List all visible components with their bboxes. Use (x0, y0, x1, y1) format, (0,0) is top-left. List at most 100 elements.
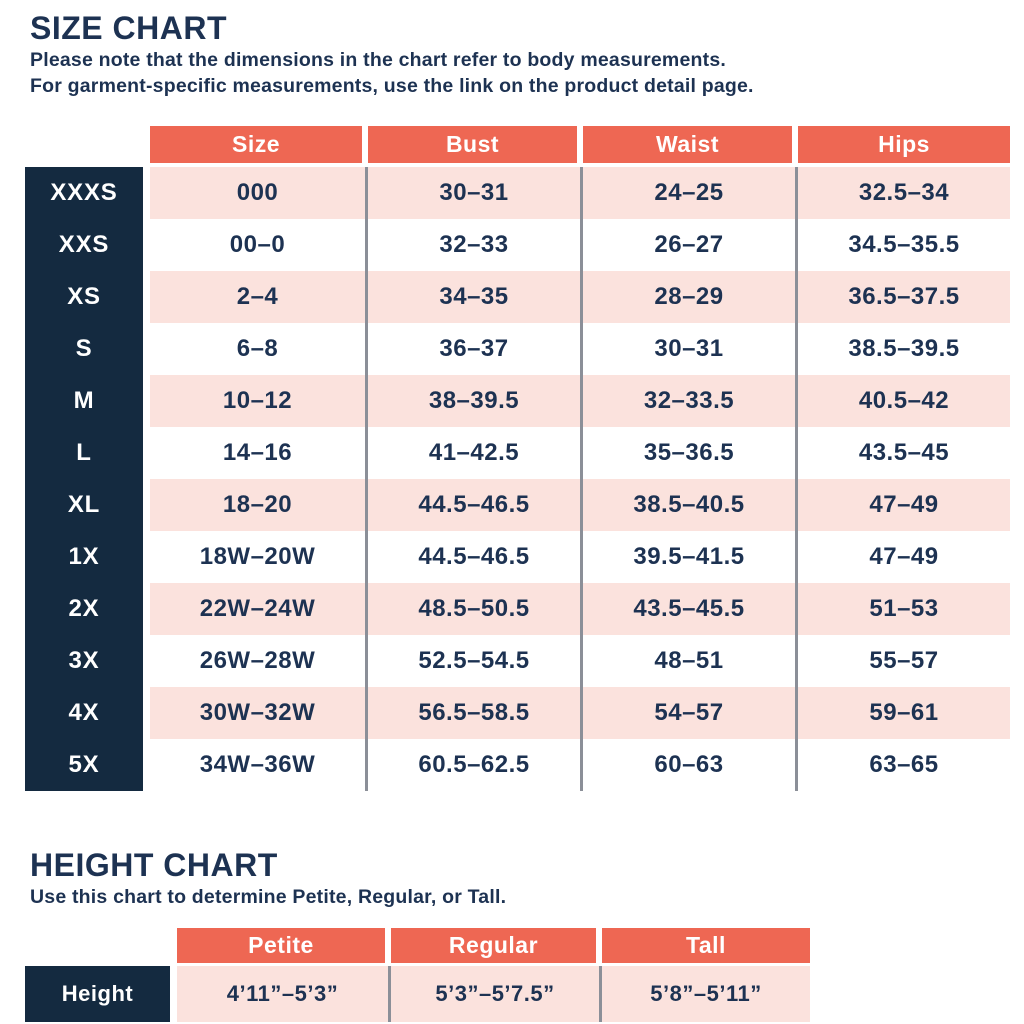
table-cell: 63–65 (795, 738, 1010, 791)
size-chart-rows: XXXS 000 30–31 24–25 32.5–34 XXS 00–0 32–33 26–2… (25, 166, 1010, 791)
row-label: XXXS (25, 166, 143, 219)
column-header-hips: Hips (798, 125, 1010, 163)
table-cell: 00–0 (150, 218, 365, 271)
table-cell: 32.5–34 (795, 166, 1010, 219)
table-row: M 10–12 38–39.5 32–33.5 40.5–42 (25, 374, 1010, 427)
table-row: L 14–16 41–42.5 35–36.5 43.5–45 (25, 426, 1010, 479)
table-cell: 26W–28W (150, 634, 365, 687)
table-cell: 30–31 (365, 166, 580, 219)
table-cell: 44.5–46.5 (365, 530, 580, 583)
column-gap (143, 635, 150, 687)
row-label: 2X (25, 582, 143, 635)
row-label: 5X (25, 738, 143, 791)
row-label: 4X (25, 686, 143, 739)
column-gap (170, 966, 177, 1022)
table-cell: 22W–24W (150, 582, 365, 635)
row-label: Height (25, 965, 170, 1022)
column-gap (143, 427, 150, 479)
table-cell: 60.5–62.5 (365, 738, 580, 791)
table-cell: 18W–20W (150, 530, 365, 583)
header-corner-spacer (25, 928, 177, 963)
table-row: XXS 00–0 32–33 26–27 34.5–35.5 (25, 218, 1010, 271)
table-cell: 30–31 (580, 322, 795, 375)
table-cell: 34–35 (365, 270, 580, 323)
table-cell: 40.5–42 (795, 374, 1010, 427)
size-chart-table: Size Bust Waist Hips XXXS 000 30–31 24–25 32… (25, 125, 1010, 791)
table-cell: 47–49 (795, 478, 1010, 531)
table-cell: 36.5–37.5 (795, 270, 1010, 323)
table-row: 3X 26W–28W 52.5–54.5 48–51 55–57 (25, 634, 1010, 687)
table-row: 2X 22W–24W 48.5–50.5 43.5–45.5 51–53 (25, 582, 1010, 635)
table-cell: 38.5–39.5 (795, 322, 1010, 375)
row-label: XL (25, 478, 143, 531)
table-row: Height 4’11”–5’3” 5’3”–5’7.5” 5’8”–5’11” (25, 965, 810, 1022)
column-header-size: Size (150, 125, 362, 163)
table-cell: 30W–32W (150, 686, 365, 739)
table-cell: 26–27 (580, 218, 795, 271)
height-chart-rows: Height 4’11”–5’3” 5’3”–5’7.5” 5’8”–5’11” (25, 965, 810, 1022)
column-gap (143, 271, 150, 323)
column-header-tall: Tall (602, 927, 810, 963)
column-gap (143, 687, 150, 739)
row-label: S (25, 322, 143, 375)
table-cell: 32–33 (365, 218, 580, 271)
column-header-regular: Regular (391, 927, 596, 963)
table-row: XS 2–4 34–35 28–29 36.5–37.5 (25, 270, 1010, 323)
table-cell: 51–53 (795, 582, 1010, 635)
table-cell: 32–33.5 (580, 374, 795, 427)
column-header-petite: Petite (177, 927, 385, 963)
column-gap (143, 739, 150, 791)
table-cell: 6–8 (150, 322, 365, 375)
table-cell: 43.5–45 (795, 426, 1010, 479)
table-cell: 44.5–46.5 (365, 478, 580, 531)
table-cell: 39.5–41.5 (580, 530, 795, 583)
height-chart-title: HEIGHT CHART (30, 846, 278, 883)
table-cell: 2–4 (150, 270, 365, 323)
column-gap (143, 323, 150, 375)
table-cell: 55–57 (795, 634, 1010, 687)
table-cell: 43.5–45.5 (580, 582, 795, 635)
table-cell: 60–63 (580, 738, 795, 791)
table-cell: 38–39.5 (365, 374, 580, 427)
table-cell: 48–51 (580, 634, 795, 687)
table-row: XXXS 000 30–31 24–25 32.5–34 (25, 166, 1010, 219)
table-row: S 6–8 36–37 30–31 38.5–39.5 (25, 322, 1010, 375)
size-chart-title: SIZE CHART (30, 10, 227, 46)
row-label: XXS (25, 218, 143, 271)
table-cell: 14–16 (150, 426, 365, 479)
size-chart-header-row: Size Bust Waist Hips (25, 125, 1010, 163)
table-cell: 52.5–54.5 (365, 634, 580, 687)
height-chart-subtitle: Use this chart to determine Petite, Regu… (30, 885, 507, 908)
table-cell: 5’3”–5’7.5” (388, 965, 599, 1022)
column-gap (143, 583, 150, 635)
table-cell: 18–20 (150, 478, 365, 531)
table-cell: 4’11”–5’3” (177, 965, 388, 1022)
table-cell: 38.5–40.5 (580, 478, 795, 531)
table-row: XL 18–20 44.5–46.5 38.5–40.5 47–49 (25, 478, 1010, 531)
column-gap (143, 167, 150, 219)
table-cell: 47–49 (795, 530, 1010, 583)
height-chart-section: HEIGHT CHART Use this chart to determine… (0, 847, 1024, 1022)
row-label: 1X (25, 530, 143, 583)
column-header-waist: Waist (583, 125, 792, 163)
table-cell: 5’8”–5’11” (599, 965, 810, 1022)
height-chart-table: Petite Regular Tall Height 4’11”–5’3” 5’3”… (25, 927, 810, 1022)
size-chart-subtitle-line2: For garment-specific measurements, use t… (30, 75, 754, 98)
row-label: XS (25, 270, 143, 323)
table-cell: 28–29 (580, 270, 795, 323)
row-label: M (25, 374, 143, 427)
table-cell: 36–37 (365, 322, 580, 375)
column-gap (143, 219, 150, 271)
size-chart-subtitle-line1: Please note that the dimensions in the c… (30, 49, 726, 71)
table-cell: 54–57 (580, 686, 795, 739)
table-row: 1X 18W–20W 44.5–46.5 39.5–41.5 47–49 (25, 530, 1010, 583)
table-cell: 24–25 (580, 166, 795, 219)
table-cell: 000 (150, 166, 365, 219)
column-gap (143, 375, 150, 427)
row-label: L (25, 426, 143, 479)
table-cell: 56.5–58.5 (365, 686, 580, 739)
row-label: 3X (25, 634, 143, 687)
column-gap (143, 531, 150, 583)
table-row: 4X 30W–32W 56.5–58.5 54–57 59–61 (25, 686, 1010, 739)
